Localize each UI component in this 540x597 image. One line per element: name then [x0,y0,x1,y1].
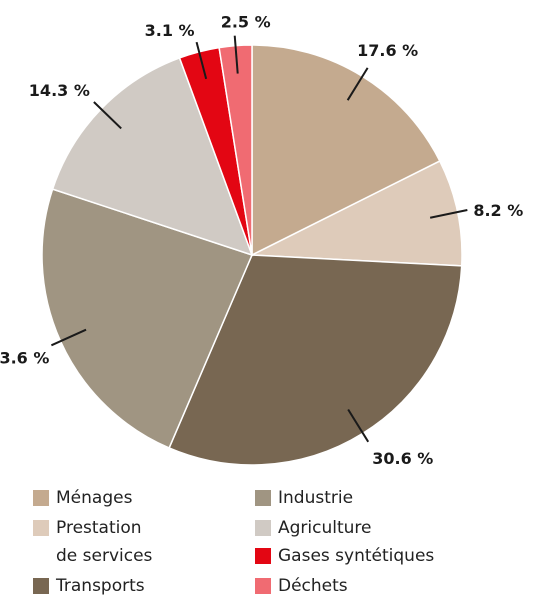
legend-label-prestation-line1: Prestation [56,518,142,538]
slice-label-0: 17.6 % [357,41,418,60]
leader-line-4 [93,101,122,130]
legend-item-prestation: Prestation [33,518,142,538]
legend-label-agriculture: Agriculture [278,518,372,538]
legend-item-menages: Ménages [33,488,132,508]
legend-swatch-menages [33,490,49,506]
legend-item-agriculture: Agriculture [255,518,372,538]
legend-item-transports: Transports [33,576,145,596]
legend-label-dechets: Déchets [278,576,348,596]
legend-swatch-dechets [255,578,271,594]
legend-swatch-prestation [33,520,49,536]
legend-swatch-industrie [255,490,271,506]
legend-label-industrie: Industrie [278,488,354,508]
leader-line-2 [347,408,370,443]
pie-slices [41,44,463,466]
pie-chart: 17.6 % 8.2 % 30.6 % 23.6 % 14.3 % 3.1 % 2.5 % [0,13,523,468]
legend-label-gases: Gases syntétiques [278,546,435,566]
legend-label-transports: Transports [56,576,145,596]
legend-item-dechets: Déchets [255,576,348,596]
slice-label-6: 2.5 % [221,13,271,32]
leader-lines [50,35,468,443]
leader-line-1 [429,209,468,219]
legend-swatch-gases [255,548,271,564]
leader-line-6 [233,35,239,74]
legend-label-prestation-line2: de services [56,546,153,566]
legend-swatch-transports [33,578,49,594]
legend-swatch-agriculture [255,520,271,536]
slice-label-5: 3.1 % [145,21,195,40]
legend-label-menages: Ménages [56,488,133,508]
slice-label-1: 8.2 % [473,201,523,220]
legend-item-gases: Gases syntétiques [255,546,434,566]
leader-line-3 [50,328,87,347]
leader-line-0 [346,67,369,101]
leader-line-5 [195,41,208,80]
slice-label-2: 30.6 % [372,449,433,468]
slice-label-4: 14.3 % [29,81,90,100]
slice-label-3: 23.6 % [0,348,49,367]
legend: Ménages Prestation de services Transport… [0,480,540,597]
legend-item-industrie: Industrie [255,488,353,508]
slice-labels: 17.6 % 8.2 % 30.6 % 23.6 % 14.3 % 3.1 % 2.5 % [0,13,523,468]
